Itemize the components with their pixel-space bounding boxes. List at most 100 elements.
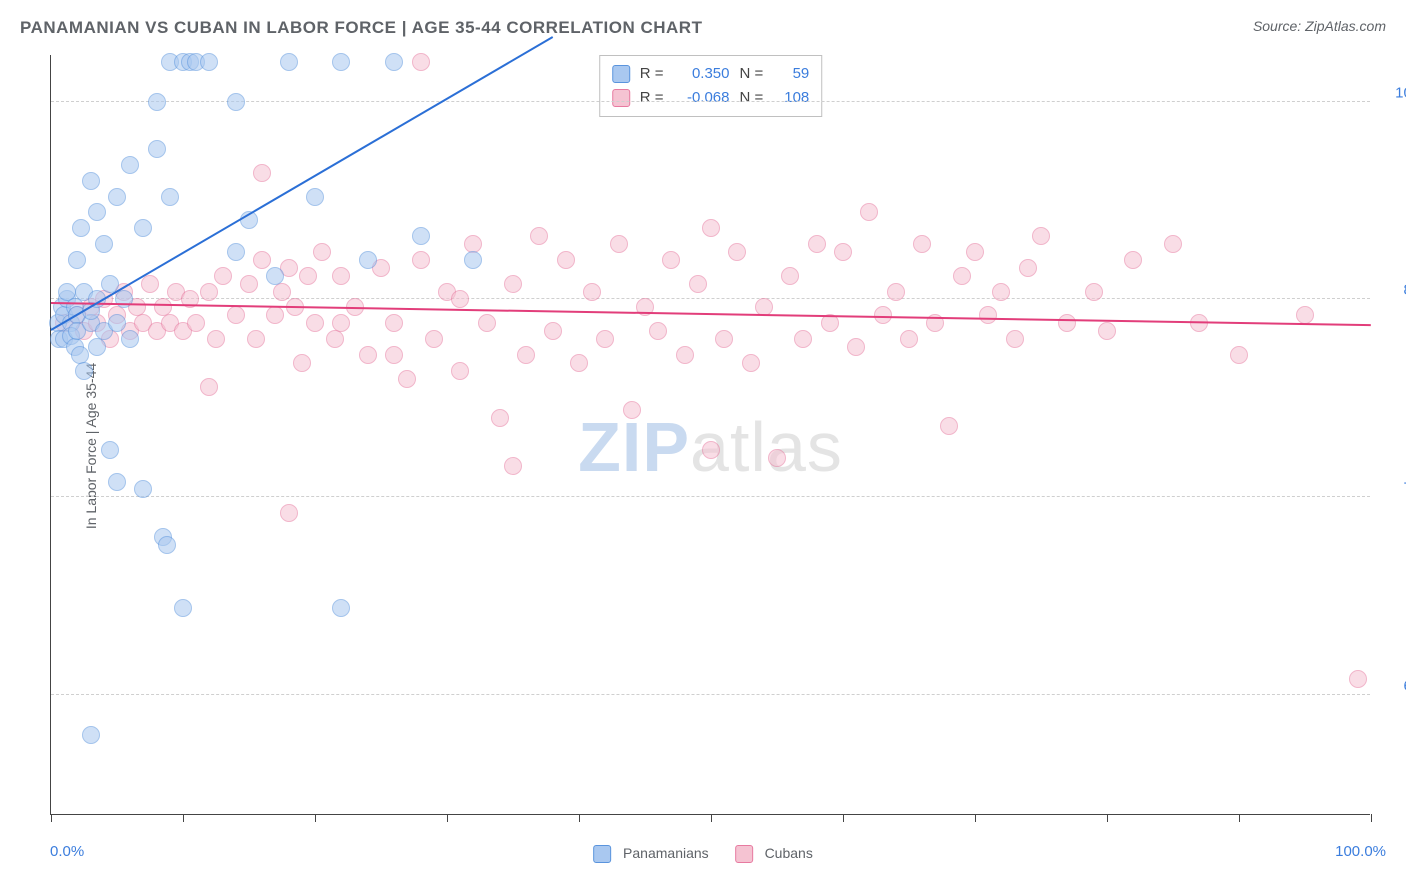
scatter-point-panamanian — [82, 726, 100, 744]
scatter-point-cuban — [1085, 283, 1103, 301]
scatter-point-cuban — [1032, 227, 1050, 245]
scatter-point-cuban — [187, 314, 205, 332]
scatter-point-cuban — [306, 314, 324, 332]
scatter-point-panamanian — [72, 219, 90, 237]
scatter-point-cuban — [517, 346, 535, 364]
scatter-point-cuban — [273, 283, 291, 301]
x-tick — [183, 814, 184, 822]
scatter-point-cuban — [623, 401, 641, 419]
scatter-point-cuban — [596, 330, 614, 348]
scatter-point-cuban — [781, 267, 799, 285]
scatter-point-cuban — [299, 267, 317, 285]
scatter-point-cuban — [992, 283, 1010, 301]
n-label: N = — [740, 86, 764, 110]
scatter-point-cuban — [768, 449, 786, 467]
scatter-point-panamanian — [101, 441, 119, 459]
scatter-point-panamanian — [464, 251, 482, 269]
scatter-point-cuban — [207, 330, 225, 348]
scatter-point-cuban — [847, 338, 865, 356]
scatter-point-cuban — [887, 283, 905, 301]
legend-item-panamanians: Panamanians — [593, 845, 709, 863]
scatter-point-panamanian — [88, 203, 106, 221]
scatter-point-cuban — [313, 243, 331, 261]
scatter-point-cuban — [570, 354, 588, 372]
scatter-point-cuban — [1098, 322, 1116, 340]
scatter-point-cuban — [557, 251, 575, 269]
scatter-point-panamanian — [306, 188, 324, 206]
scatter-point-panamanian — [134, 480, 152, 498]
x-tick — [711, 814, 712, 822]
scatter-point-cuban — [940, 417, 958, 435]
y-tick-label: 62.5% — [1376, 678, 1406, 695]
scatter-point-cuban — [227, 306, 245, 324]
gridline-h — [51, 694, 1370, 695]
scatter-point-panamanian — [332, 599, 350, 617]
scatter-point-panamanian — [412, 227, 430, 245]
n-label: N = — [740, 62, 764, 86]
scatter-point-cuban — [253, 251, 271, 269]
swatch-panamanians-icon — [612, 65, 630, 83]
scatter-point-cuban — [1124, 251, 1142, 269]
chart-container: PANAMANIAN VS CUBAN IN LABOR FORCE | AGE… — [0, 0, 1406, 892]
stats-row-panamanians: R = 0.350 N = 59 — [612, 62, 810, 86]
trend-line — [50, 36, 553, 331]
scatter-point-cuban — [689, 275, 707, 293]
scatter-point-panamanian — [95, 235, 113, 253]
scatter-point-panamanian — [108, 473, 126, 491]
scatter-point-panamanian — [82, 172, 100, 190]
x-tick — [1371, 814, 1372, 822]
r-value-cubans: -0.068 — [674, 86, 730, 110]
scatter-point-cuban — [200, 378, 218, 396]
scatter-point-cuban — [1058, 314, 1076, 332]
scatter-point-panamanian — [75, 362, 93, 380]
scatter-point-cuban — [715, 330, 733, 348]
scatter-point-cuban — [913, 235, 931, 253]
x-tick — [579, 814, 580, 822]
x-tick — [315, 814, 316, 822]
scatter-point-panamanian — [148, 93, 166, 111]
scatter-point-panamanian — [158, 536, 176, 554]
legend-item-cubans: Cubans — [735, 845, 813, 863]
scatter-point-panamanian — [134, 219, 152, 237]
scatter-point-panamanian — [108, 314, 126, 332]
scatter-point-cuban — [610, 235, 628, 253]
x-axis-label-right: 100.0% — [1335, 843, 1386, 860]
scatter-point-cuban — [742, 354, 760, 372]
scatter-point-panamanian — [121, 156, 139, 174]
scatter-point-panamanian — [385, 53, 403, 71]
scatter-point-cuban — [1230, 346, 1248, 364]
bottom-legend: Panamanians Cubans — [593, 845, 813, 863]
scatter-point-cuban — [451, 362, 469, 380]
gridline-h — [51, 496, 1370, 497]
scatter-point-panamanian — [161, 188, 179, 206]
scatter-point-panamanian — [280, 53, 298, 71]
scatter-point-cuban — [326, 330, 344, 348]
scatter-point-cuban — [544, 322, 562, 340]
scatter-point-cuban — [1006, 330, 1024, 348]
stats-row-cubans: R = -0.068 N = 108 — [612, 86, 810, 110]
watermark-zip: ZIP — [578, 408, 690, 486]
x-tick — [1107, 814, 1108, 822]
scatter-point-panamanian — [227, 243, 245, 261]
scatter-point-cuban — [451, 290, 469, 308]
scatter-point-cuban — [900, 330, 918, 348]
scatter-point-cuban — [491, 409, 509, 427]
scatter-point-cuban — [141, 275, 159, 293]
scatter-point-cuban — [240, 275, 258, 293]
scatter-point-cuban — [332, 314, 350, 332]
r-value-panamanians: 0.350 — [674, 62, 730, 86]
scatter-point-panamanian — [148, 140, 166, 158]
scatter-point-cuban — [385, 314, 403, 332]
scatter-point-cuban — [1349, 670, 1367, 688]
scatter-point-cuban — [504, 457, 522, 475]
scatter-point-panamanian — [266, 267, 284, 285]
x-tick — [447, 814, 448, 822]
swatch-cubans-icon — [612, 89, 630, 107]
correlation-stats-box: R = 0.350 N = 59 R = -0.068 N = 108 — [599, 55, 823, 117]
scatter-point-cuban — [332, 267, 350, 285]
scatter-point-cuban — [979, 306, 997, 324]
x-tick — [51, 814, 52, 822]
scatter-point-panamanian — [88, 338, 106, 356]
r-label: R = — [640, 86, 664, 110]
scatter-point-cuban — [293, 354, 311, 372]
